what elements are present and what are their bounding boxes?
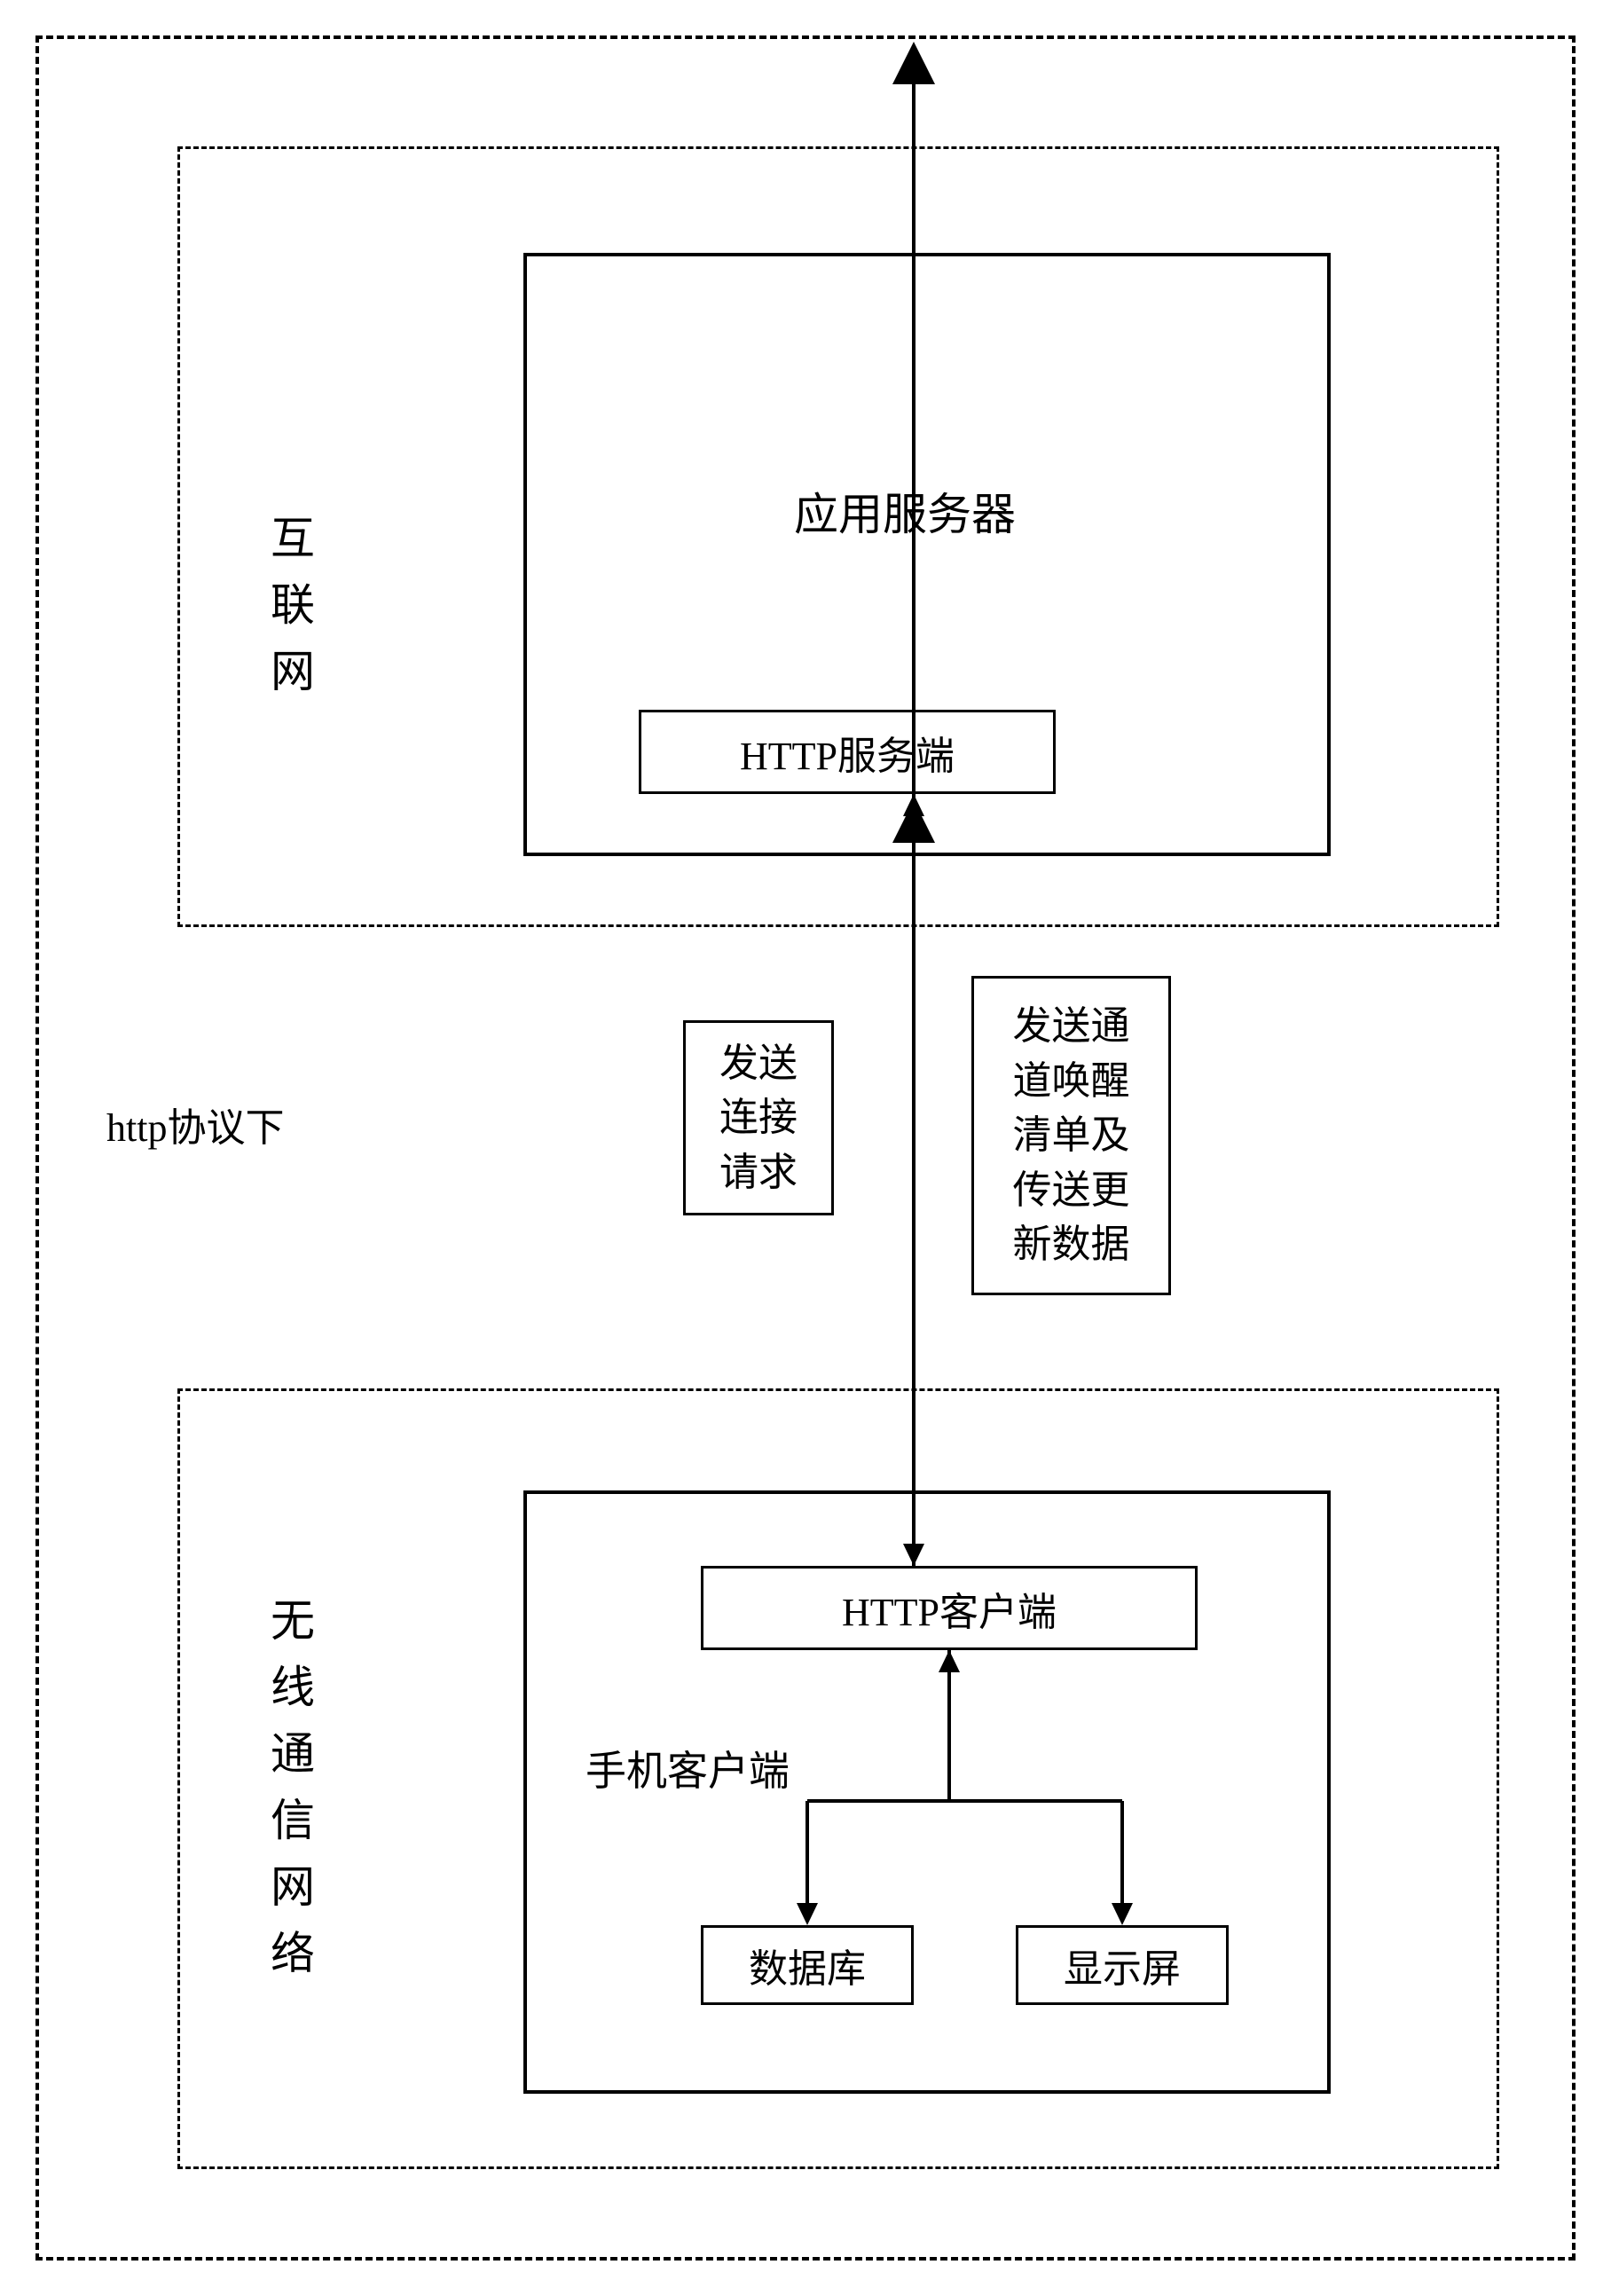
http-client-label: HTTP客户端 (842, 1580, 1057, 1637)
app-server-label: 应用服务器 (794, 479, 1016, 543)
mobile-client-label: 手机客户端 (585, 1739, 790, 1797)
wireless-zone-label: 无线通信网络 (257, 1597, 321, 1996)
http-server-label: HTTP服务端 (740, 724, 955, 781)
send-channel-box: 发送通道唤醒清单及传送更新数据 (971, 976, 1171, 1295)
internet-zone-label: 互联网 (257, 515, 321, 714)
send-channel-text: 发送通道唤醒清单及传送更新数据 (1013, 999, 1130, 1272)
send-request-text: 发送连接请求 (719, 1036, 798, 1200)
display-label: 显示屏 (1064, 1937, 1181, 1993)
http-server-box: HTTP服务端 (639, 710, 1056, 794)
display-box: 显示屏 (1016, 1925, 1229, 2005)
database-box: 数据库 (701, 1925, 914, 2005)
protocol-label: http协议下 (106, 1096, 284, 1152)
database-label: 数据库 (749, 1937, 866, 1993)
send-request-box: 发送连接请求 (683, 1020, 834, 1215)
http-client-box: HTTP客户端 (701, 1566, 1198, 1650)
